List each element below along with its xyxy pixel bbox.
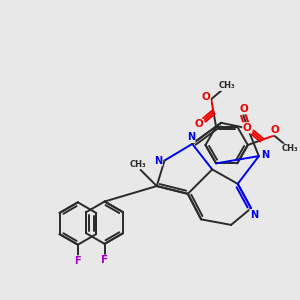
Text: CH₃: CH₃ <box>219 81 235 90</box>
Text: N: N <box>187 132 195 142</box>
Text: O: O <box>243 123 252 133</box>
Text: O: O <box>201 92 210 102</box>
Text: O: O <box>195 119 203 129</box>
Text: CH₃: CH₃ <box>281 144 298 153</box>
Text: N: N <box>261 150 269 160</box>
Text: N: N <box>154 155 162 166</box>
Text: O: O <box>271 125 280 135</box>
Text: O: O <box>239 104 248 114</box>
Text: F: F <box>101 255 108 265</box>
Text: F: F <box>74 256 81 266</box>
Text: N: N <box>250 210 258 220</box>
Text: CH₃: CH₃ <box>130 160 146 169</box>
